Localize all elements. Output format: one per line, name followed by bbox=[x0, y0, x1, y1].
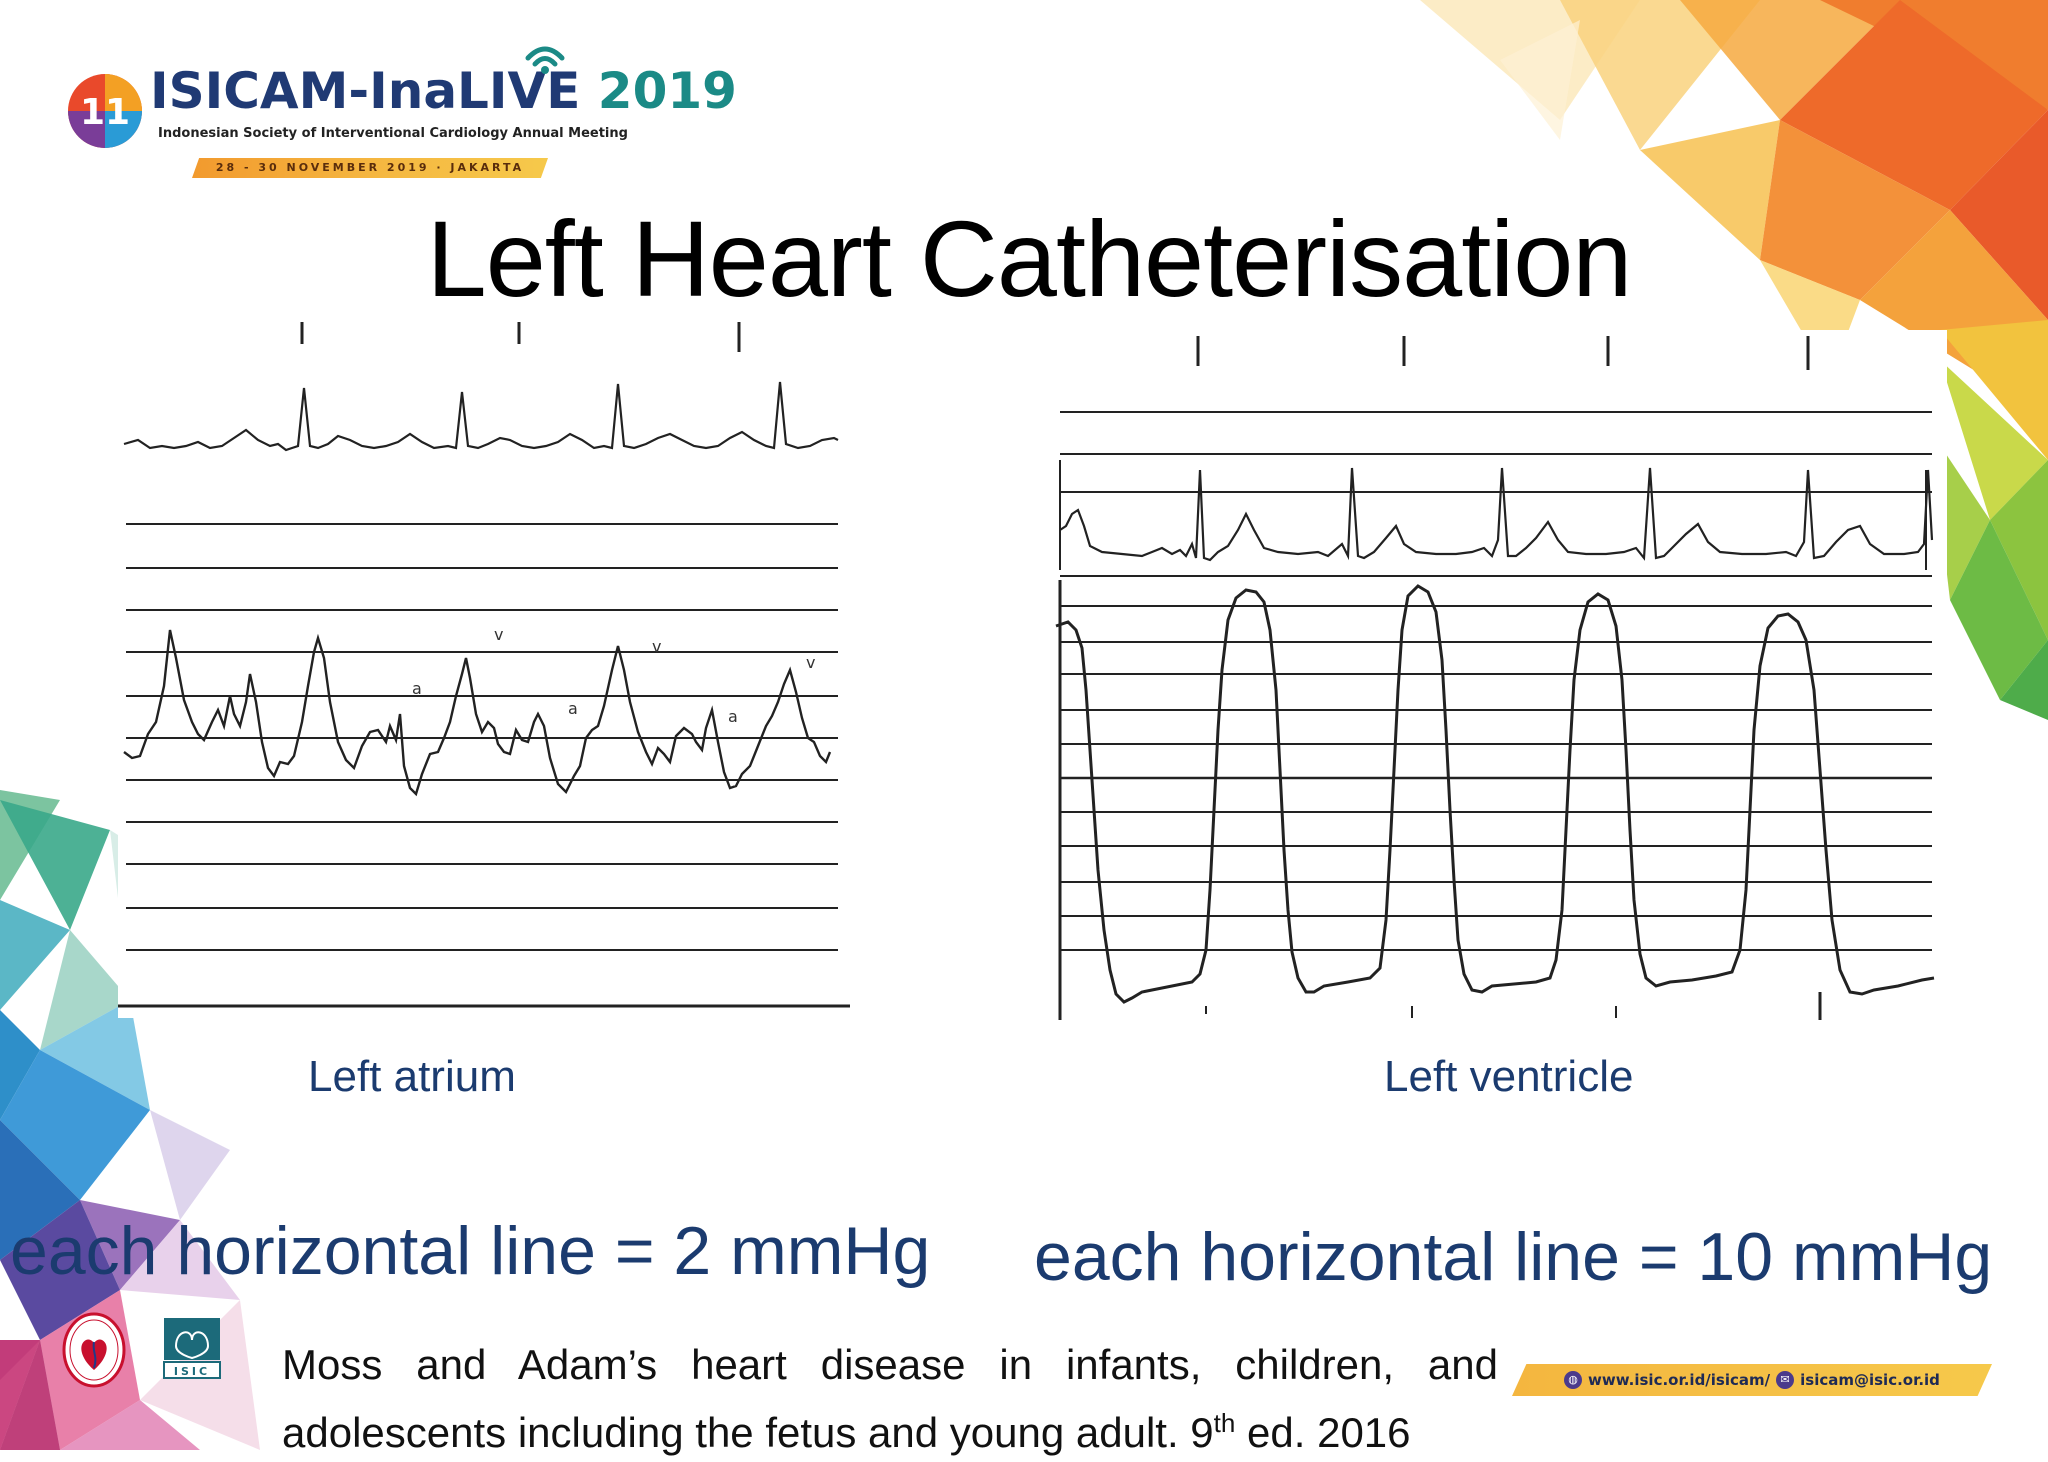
mail-icon: ✉ bbox=[1776, 1371, 1795, 1389]
website-link[interactable]: www.isic.or.id/isicam/ bbox=[1588, 1371, 1771, 1389]
wave-label: v bbox=[652, 637, 661, 656]
ecg-trace bbox=[1059, 467, 1934, 562]
conference-date-banner: 28 - 30 NOVEMBER 2019 · JAKARTA bbox=[192, 158, 548, 178]
slide-title-text: Left Heart Catheterisation bbox=[426, 198, 1633, 319]
isic-logo-text: ISIC bbox=[174, 1365, 210, 1378]
contact-banner: ◍ www.isic.or.id/isicam/ ✉ isicam@isic.o… bbox=[1512, 1364, 1992, 1396]
reference-line-2: adolescents including the fetus and youn… bbox=[282, 1408, 1411, 1456]
isic-logo-icon: ISIC bbox=[163, 1318, 221, 1379]
left-atrium-pressure-tracing: v a a v v a v bbox=[118, 322, 850, 1018]
slide-title: Left Heart Catheterisation bbox=[0, 196, 2048, 321]
globe-icon: ◍ bbox=[1564, 1371, 1583, 1389]
conference-logo-title: ISICAM-InaLIVE 2019 bbox=[150, 62, 737, 120]
reference-edition-superscript: th bbox=[1213, 1408, 1236, 1438]
wave-label: v bbox=[494, 625, 503, 644]
conference-badge-icon: 11 bbox=[68, 74, 142, 148]
wifi-icon bbox=[525, 46, 565, 74]
wave-label: a bbox=[412, 679, 422, 698]
reference-line-2-text: adolescents including the fetus and youn… bbox=[282, 1409, 1214, 1456]
left-ventricle-scale-note: each horizontal line = 10 mmHg bbox=[1034, 1219, 1993, 1295]
left-atrium-caption: Left atrium bbox=[308, 1052, 516, 1101]
badge-number: 11 bbox=[80, 92, 130, 133]
left-ventricle-caption: Left ventricle bbox=[1384, 1052, 1634, 1101]
reference-citation: Moss and Adam’s heart disease in infants… bbox=[282, 1336, 1498, 1462]
isic-logo: ISIC bbox=[162, 1316, 222, 1380]
logo-year: 2019 bbox=[597, 62, 737, 120]
wave-label: a bbox=[728, 707, 738, 726]
wave-label: v bbox=[806, 653, 815, 672]
left-ventricle-pressure-tracing bbox=[1052, 330, 1947, 1020]
conference-subtitle: Indonesian Society of Interventional Car… bbox=[158, 126, 628, 141]
ventricular-pressure-trace bbox=[1055, 584, 1935, 1004]
reference-line-1: Moss and Adam’s heart disease in infants… bbox=[282, 1341, 1498, 1388]
wave-label: a bbox=[568, 699, 578, 718]
ecg-trace bbox=[123, 381, 839, 452]
atrial-pressure-trace bbox=[123, 629, 832, 797]
reference-line-2-year: ed. 2016 bbox=[1235, 1409, 1411, 1456]
logo-name: ISICAM-InaLIVE bbox=[150, 62, 581, 120]
left-atrium-scale-note: each horizontal line = 2 mmHg bbox=[10, 1213, 931, 1289]
email-link[interactable]: isicam@isic.or.id bbox=[1800, 1371, 1940, 1389]
perki-logo-icon bbox=[62, 1312, 126, 1388]
